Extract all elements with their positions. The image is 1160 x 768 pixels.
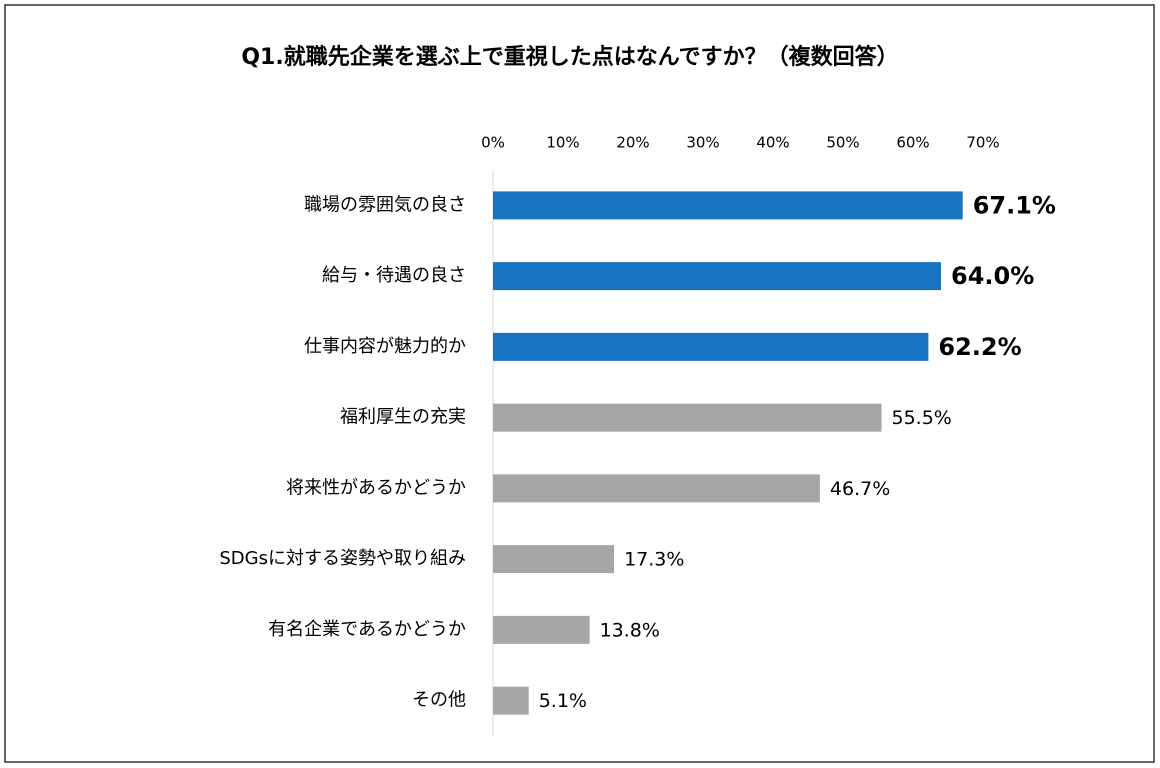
bar xyxy=(493,545,615,574)
bar xyxy=(493,686,529,715)
value-label: 55.5% xyxy=(892,407,952,429)
category-label: 給与・待遇の良さ xyxy=(322,265,466,286)
x-tick-label: 40% xyxy=(756,134,789,152)
category-label: 仕事内容が魅力的か xyxy=(304,336,466,357)
bar xyxy=(493,332,929,361)
value-label: 46.7% xyxy=(830,478,890,500)
category-label: SDGsに対する姿勢や取り組み xyxy=(219,548,466,569)
bar xyxy=(493,403,882,432)
x-tick-label: 30% xyxy=(686,134,719,152)
category-label: その他 xyxy=(412,690,466,711)
category-label: 福利厚生の充実 xyxy=(340,407,466,428)
chart-title: Q1.就職先企業を選ぶ上で重視した点はなんですか？（複数回答） xyxy=(241,44,898,70)
value-label: 64.0% xyxy=(951,262,1034,290)
x-tick-label: 0% xyxy=(481,134,505,152)
bar xyxy=(493,262,941,291)
value-label: 17.3% xyxy=(624,549,684,571)
bar xyxy=(493,474,820,503)
frame xyxy=(4,4,1155,763)
value-label: 67.1% xyxy=(973,191,1056,219)
value-label: 5.1% xyxy=(539,690,587,712)
x-tick-label: 70% xyxy=(966,134,999,152)
category-label: 将来性があるかどうか xyxy=(286,477,466,498)
bar xyxy=(493,615,590,644)
x-tick-label: 20% xyxy=(616,134,649,152)
x-tick-label: 50% xyxy=(826,134,859,152)
value-label: 13.8% xyxy=(600,619,660,641)
x-tick-label: 10% xyxy=(546,134,579,152)
category-label: 有名企業であるかどうか xyxy=(268,619,466,640)
x-tick-label: 60% xyxy=(896,134,929,152)
category-label: 職場の雰囲気の良さ xyxy=(304,194,466,215)
value-label: 62.2% xyxy=(938,333,1021,361)
bar xyxy=(493,191,963,220)
